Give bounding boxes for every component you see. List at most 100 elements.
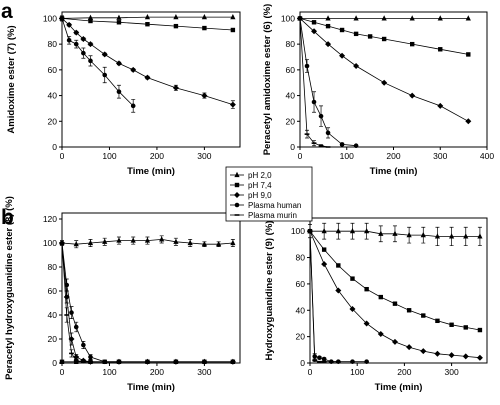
plot-frame (61, 11, 241, 148)
series-ph-2-0 (307, 222, 483, 247)
x-tick-label: 100 (340, 151, 354, 161)
series-ph-9-0 (59, 240, 236, 365)
data-point (173, 23, 179, 29)
legend-marker (234, 182, 240, 188)
legend-box (225, 166, 313, 222)
data-point (325, 15, 331, 21)
y-tick-label: 40 (48, 310, 58, 320)
legend-marker (234, 171, 240, 178)
data-point (321, 356, 327, 362)
data-point (377, 331, 384, 337)
x-tick-label: 100 (102, 151, 116, 161)
data-point (435, 318, 440, 324)
y-tick-label: 20 (296, 332, 306, 342)
data-point (350, 276, 355, 281)
data-point (335, 227, 341, 234)
data-point (339, 27, 345, 33)
data-point (230, 13, 236, 20)
data-point (463, 233, 469, 239)
data-point (409, 15, 415, 21)
x-tick-label: 0 (298, 151, 303, 161)
data-point (116, 89, 122, 95)
chart-b-left: 0 100 200 300 0 20 40 60 80 100 120 Time (min) Perac… (4, 196, 241, 393)
data-point (392, 301, 398, 306)
data-point (409, 92, 416, 99)
data-point (477, 327, 483, 333)
data-point (311, 99, 317, 105)
series-plasma-human (297, 16, 359, 149)
data-point (172, 84, 179, 91)
data-point (381, 36, 387, 42)
data-point (201, 241, 207, 247)
data-point (321, 227, 327, 234)
data-point (59, 16, 65, 21)
data-point (437, 102, 444, 109)
data-point (130, 66, 137, 73)
data-point (465, 118, 472, 125)
data-point (437, 15, 443, 21)
series-ph-9-0 (59, 15, 236, 109)
data-point (88, 354, 93, 360)
data-point (159, 236, 165, 242)
plot-frame (61, 212, 241, 364)
data-point (144, 237, 151, 243)
x-tick-label: 0 (308, 367, 313, 377)
data-point (311, 28, 318, 35)
x-axis-label: Time (min) (127, 382, 175, 393)
data-point (378, 294, 383, 300)
data-point (364, 227, 370, 234)
data-point (230, 27, 236, 33)
data-point (73, 41, 79, 47)
series-plasma-murin (59, 242, 93, 363)
data-point (335, 287, 342, 294)
series-line (299, 18, 357, 147)
data-point (201, 358, 208, 365)
data-point (339, 52, 346, 59)
data-point (81, 342, 86, 348)
data-point (115, 60, 122, 67)
data-point (466, 52, 471, 57)
legend-marker (234, 192, 240, 198)
data-point (438, 47, 443, 52)
y-tick-label: 80 (48, 262, 58, 272)
data-point (363, 320, 370, 327)
data-point (130, 103, 136, 109)
data-point (325, 130, 331, 136)
y-tick-label: 100 (291, 226, 305, 236)
data-point (88, 58, 93, 64)
y-tick-label: 60 (48, 286, 58, 296)
legend-entry: Plasma murin (248, 211, 297, 220)
series-plasma-human (59, 15, 136, 113)
series-plasma-human (59, 240, 122, 365)
data-point (476, 354, 483, 361)
data-point (81, 50, 86, 56)
series-line (61, 18, 134, 107)
data-point (318, 113, 324, 119)
plot-frame (309, 217, 488, 364)
x-tick-label: 200 (150, 151, 164, 161)
data-point (463, 325, 468, 330)
data-point (201, 13, 207, 20)
x-tick-label: 100 (102, 367, 116, 377)
data-point (304, 63, 310, 69)
data-point (202, 25, 207, 31)
legend-entry: pH 9,0 (248, 191, 272, 200)
x-tick-label: 100 (350, 367, 364, 377)
data-point (353, 15, 359, 21)
data-point (420, 348, 427, 355)
data-point (448, 352, 455, 359)
data-point (87, 41, 94, 48)
y-axis-label: Amidoxime ester (7) (%) (6, 25, 17, 133)
data-point (465, 15, 471, 21)
y-tick-label: 100 (43, 238, 57, 248)
y-tick-label: 80 (286, 39, 296, 49)
legend-entry: Plasma human (248, 201, 301, 210)
data-point (73, 29, 80, 36)
data-point (144, 358, 151, 365)
data-point (73, 241, 79, 247)
x-tick-label: 300 (433, 151, 447, 161)
data-point (229, 358, 236, 365)
data-point (353, 31, 359, 37)
data-point (325, 41, 332, 48)
